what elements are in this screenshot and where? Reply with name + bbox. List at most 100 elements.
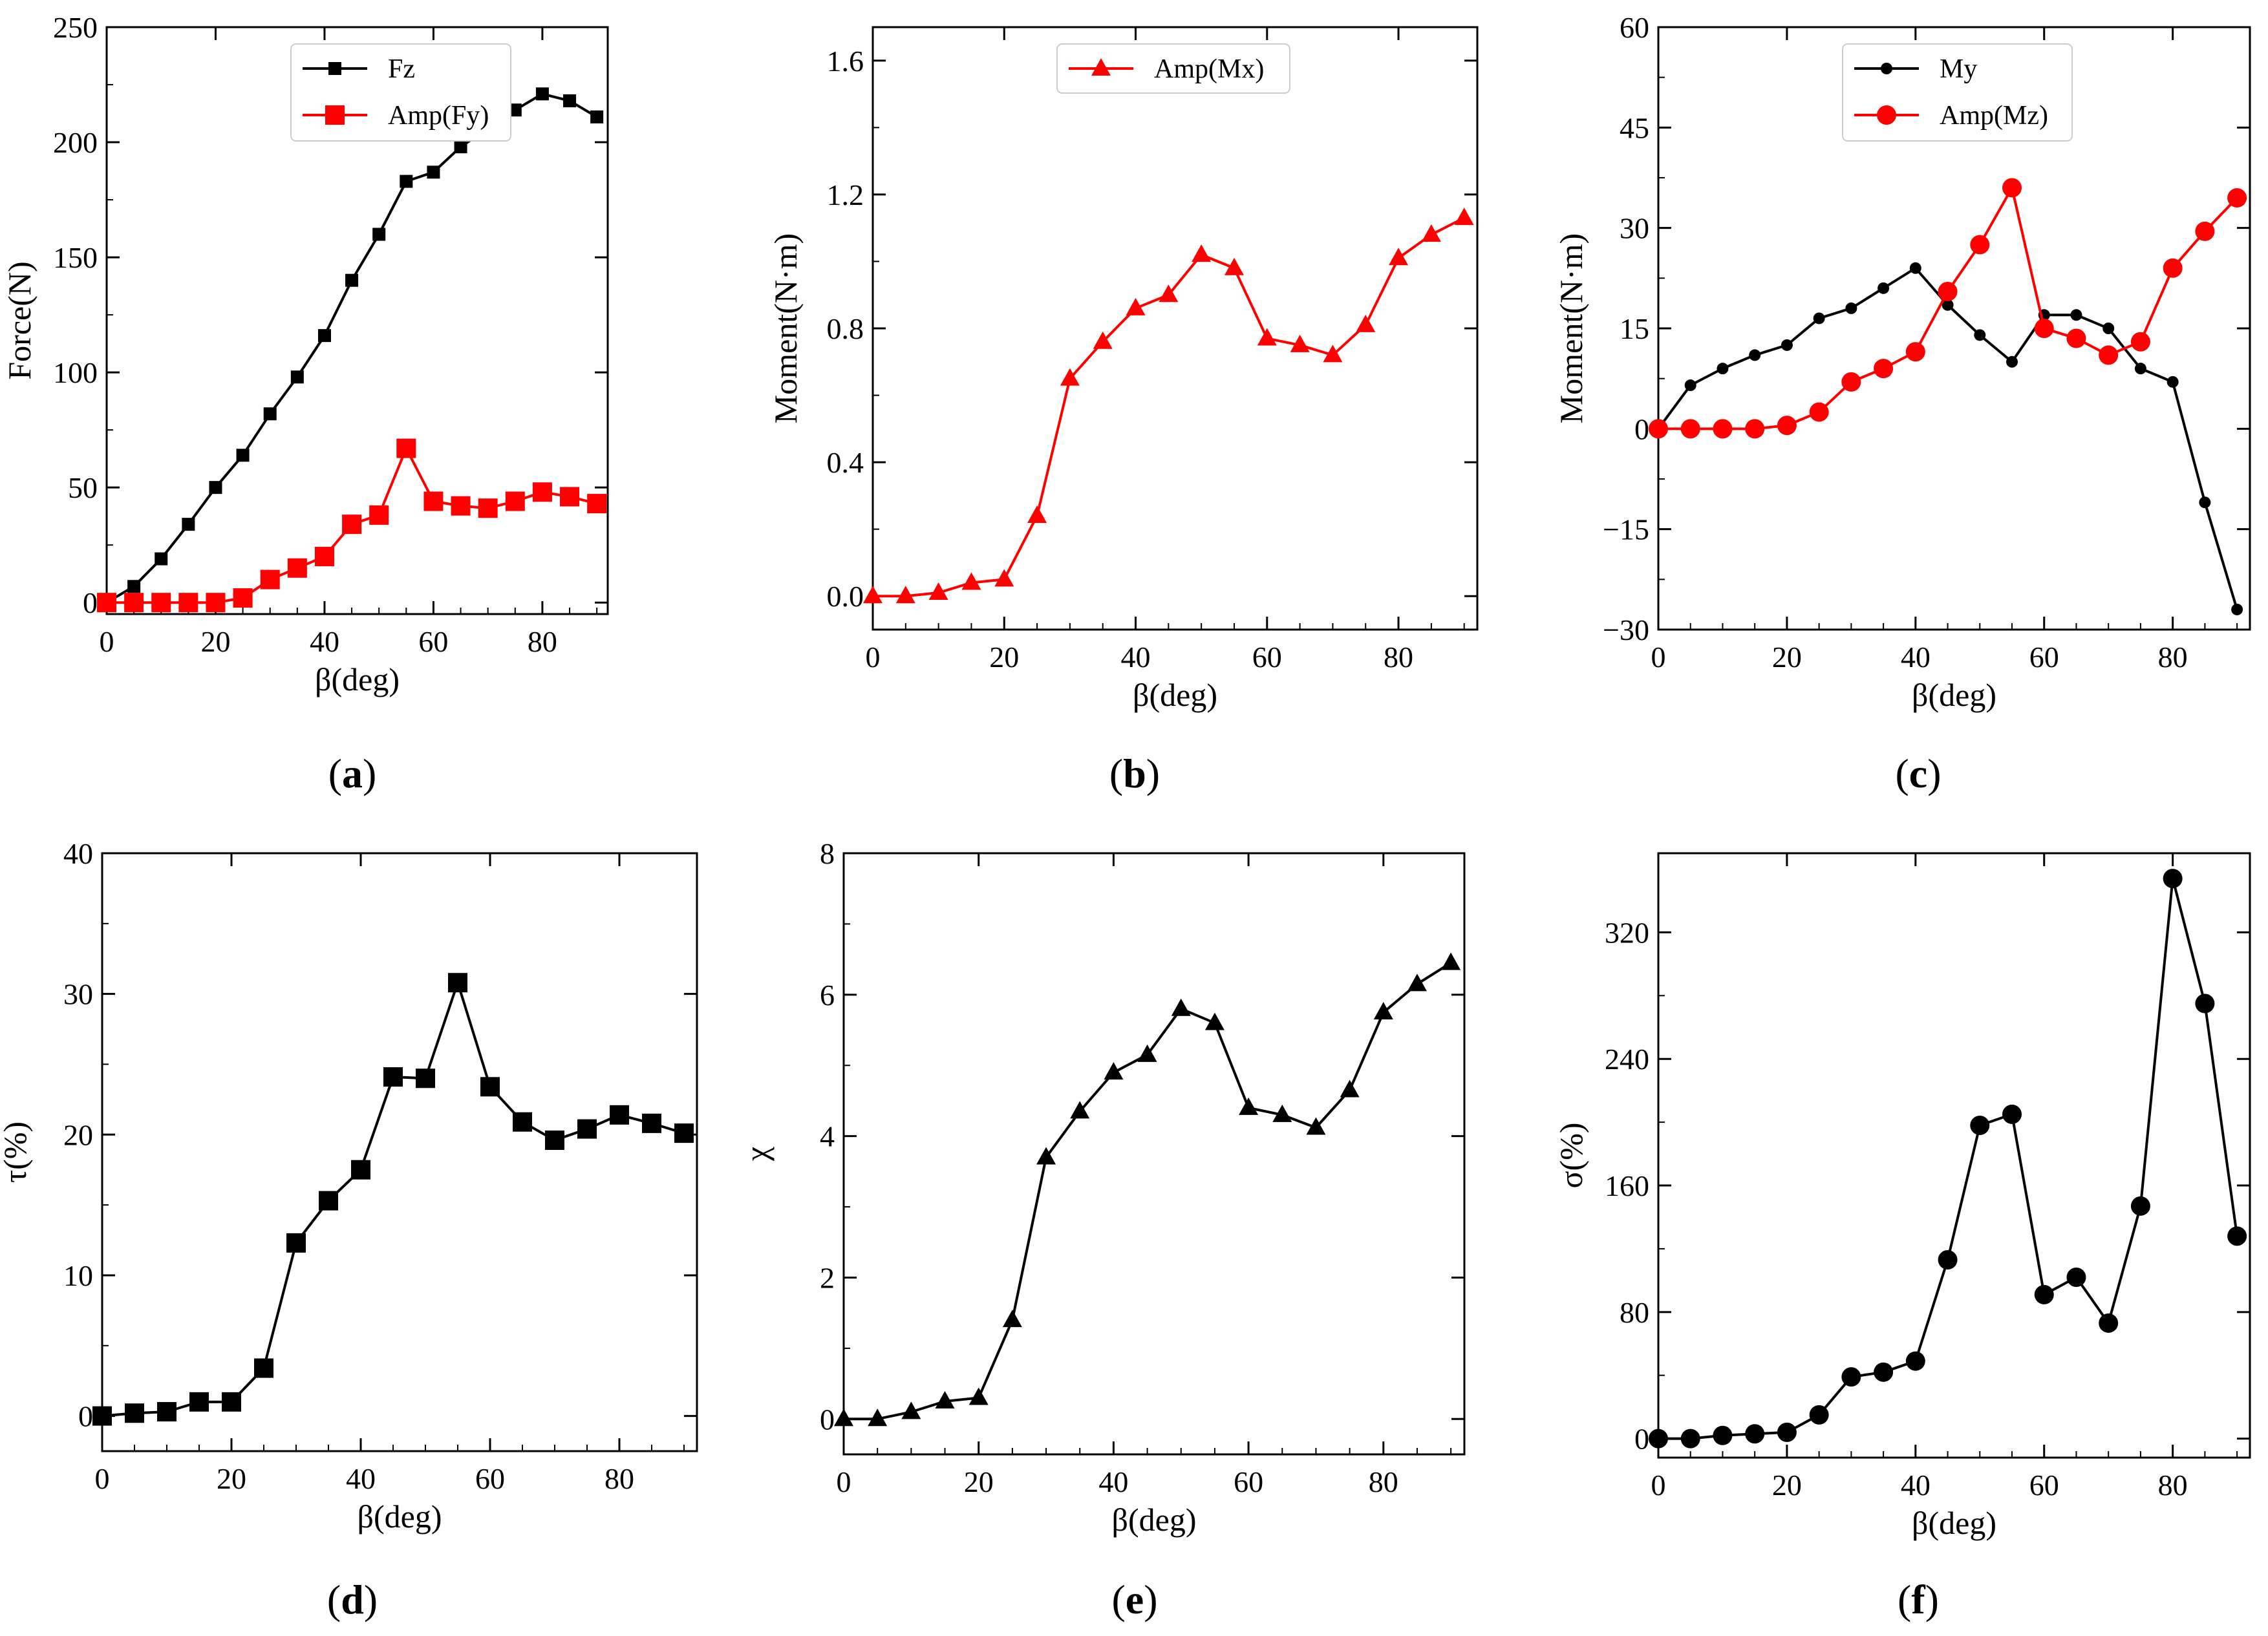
panel-a-data-point	[508, 103, 522, 117]
panel-e-data-point	[1171, 998, 1191, 1016]
panel-a-data-point	[345, 273, 359, 287]
panel-a-ytick-label: 200	[53, 126, 98, 159]
panel-a-data-point	[400, 175, 413, 188]
panel-d-data-point	[642, 1113, 661, 1133]
panel-b-xtick-label: 80	[1384, 641, 1413, 674]
panel-d-data-point	[513, 1112, 532, 1132]
panel-f-data-point	[2034, 1284, 2054, 1304]
panel-a-xtick-label: 20	[200, 625, 230, 658]
panel-f-frame	[1657, 852, 2251, 1459]
panel-d-ylabel: τ(%)	[0, 1121, 33, 1183]
panel-c-data-point	[1874, 359, 1894, 379]
panel-c-ytick-label: 0	[1634, 412, 1649, 445]
panel-a-data-point	[209, 481, 222, 494]
panel-c-data-point	[1974, 329, 1986, 341]
panel-f-xlabel: β(deg)	[1912, 1505, 1996, 1541]
panel-f-ytick-label: 320	[1605, 916, 1649, 949]
panel-label-e: (e)	[1111, 1577, 1157, 1622]
panel-e-data-point	[935, 1390, 955, 1408]
panel-d-ytick-label: 40	[63, 837, 93, 870]
panel-a-data-point	[314, 546, 334, 566]
panel-f-data-point	[1938, 1250, 1958, 1270]
panel-f-data-point	[2002, 1104, 2022, 1124]
panel-a-data-point	[97, 593, 116, 613]
panel-d-data-point	[157, 1402, 177, 1422]
panel-d-data-point	[222, 1392, 241, 1412]
panel-b-data-point	[863, 586, 883, 604]
panel-b-data-point	[1421, 224, 1441, 242]
panel-e-xtick-label: 0	[837, 1465, 851, 1498]
panel-a-data-point	[178, 593, 198, 613]
panel-a-frame	[105, 26, 609, 615]
panel-d-series-line-0	[102, 978, 685, 1418]
panel-c-data-point	[1813, 312, 1825, 324]
panel-f-xtick-label: 20	[1772, 1469, 1802, 1502]
panel-c-data-point	[1717, 363, 1729, 375]
panel-b-data-point	[1454, 207, 1474, 226]
panel-a-data-point	[369, 505, 389, 525]
panel-a-data-point	[317, 329, 331, 343]
panel-c-ytick-label: 30	[1620, 212, 1649, 245]
panel-e-data-point	[1002, 1310, 1022, 1328]
panel-e-data-point	[834, 1408, 853, 1427]
panel-b-data-point	[928, 582, 948, 600]
panel-b-data-point	[1060, 368, 1080, 386]
panel-b-data-point	[895, 586, 915, 604]
panel-f-data-point	[1777, 1422, 1797, 1442]
panel-a-data-point	[532, 482, 552, 502]
panel-f-data-point	[1649, 1429, 1668, 1449]
panel-e-xtick-label: 80	[1369, 1465, 1398, 1498]
panel-e-data-point	[1407, 973, 1427, 992]
panel-b-ytick-label: 0.0	[827, 580, 864, 613]
panel-f-data-point	[1809, 1405, 1829, 1425]
panel-f-ylabel: σ(%)	[1553, 1123, 1589, 1189]
panel-c-ytick-label: 45	[1620, 111, 1649, 144]
panel-d-data-point	[545, 1131, 564, 1150]
panel-a-data-point	[287, 558, 307, 578]
panel-c-data-point	[1749, 349, 1761, 361]
panel-c-xtick-label: 40	[1901, 641, 1931, 674]
panel-c-data-point	[2102, 323, 2115, 334]
panel-a-chart: 0 20 40 60 80 0 50 100 150 200 250 β(deg) Force(N) Fz…	[1, 11, 609, 697]
panel-a-data-point	[260, 569, 280, 590]
panel-b-data-point	[1356, 314, 1376, 332]
panel-c-xtick-label: 20	[1772, 641, 1802, 674]
panel-e-data-point	[1104, 1062, 1124, 1080]
panel-f-ytick-label: 160	[1605, 1169, 1649, 1202]
panel-a-data-point	[233, 588, 253, 608]
panel-d-data-point	[674, 1123, 694, 1143]
panel-c-data-point	[2227, 188, 2247, 208]
panel-b-data-point	[1257, 328, 1277, 346]
panel-a-data-point	[587, 494, 607, 514]
panel-b-data-point	[961, 572, 981, 590]
panel-b-legend-label: Amp(Mx)	[1154, 54, 1264, 84]
panel-b-data-point	[1126, 297, 1146, 315]
panel-b-legend	[1056, 43, 1290, 94]
panel-d-xlabel: β(deg)	[358, 1498, 442, 1535]
panel-d-data-point	[577, 1119, 597, 1139]
panel-a-xlabel: β(deg)	[315, 661, 400, 697]
panel-d-data-point	[92, 1406, 112, 1426]
panel-a-data-point	[155, 552, 168, 566]
panel-a-ytick-label: 50	[68, 471, 98, 504]
panel-label-d: (d)	[327, 1577, 378, 1622]
panel-e-data-point	[968, 1387, 989, 1405]
panel-c-xtick-label: 60	[2029, 641, 2059, 674]
panel-c-data-point	[1909, 262, 1921, 274]
panel-e-data-point	[1340, 1079, 1360, 1098]
panel-a-data-point	[263, 407, 277, 421]
panel-f-xtick-label: 80	[2158, 1469, 2188, 1502]
panel-d-data-point	[383, 1067, 403, 1087]
panel-a-data-point	[451, 496, 471, 516]
panel-f-series-line-0	[1658, 878, 2239, 1440]
panel-f-data-point	[1905, 1351, 1925, 1371]
panel-e-data-point	[1373, 1002, 1393, 1020]
panel-d-ytick-label: 0	[78, 1400, 93, 1433]
panel-b-ytick-label: 0.4	[827, 446, 864, 479]
panel-c-data-point	[1745, 419, 1765, 439]
panel-c-data-point	[1649, 419, 1668, 439]
panel-f-data-point	[1745, 1424, 1765, 1444]
panel-b-ytick-label: 1.6	[827, 45, 864, 78]
panel-a-ylabel: Force(N)	[1, 261, 37, 379]
